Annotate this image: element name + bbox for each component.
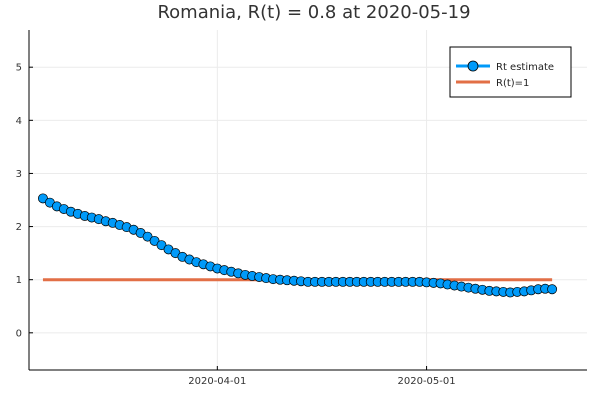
chart-title: Romania, R(t) = 0.8 at 2020-05-19	[157, 2, 470, 23]
series-layer	[38, 193, 558, 298]
y-tick-label: 0	[16, 328, 22, 339]
legend-rt-label: Rt estimate	[496, 62, 554, 73]
y-tick-label: 4	[16, 116, 22, 127]
x-tick-label: 2020-05-01	[398, 376, 456, 387]
legend: Rt estimate R(t)=1	[449, 46, 572, 98]
legend-rt-marker	[467, 60, 479, 72]
x-tick-label: 2020-04-01	[188, 376, 246, 387]
rt-estimate-point	[547, 284, 558, 295]
y-tick-label: 3	[16, 169, 22, 180]
y-tick-label: 5	[16, 63, 22, 74]
tick-layer: 0 1 2 3 4 5 2020-04-01 2020-05-01	[16, 63, 456, 387]
axis-layer	[28, 30, 587, 371]
y-tick-label: 1	[16, 275, 22, 286]
y-tick-label: 2	[16, 222, 22, 233]
legend-box	[449, 46, 572, 98]
legend-ref-label: R(t)=1	[496, 78, 529, 89]
